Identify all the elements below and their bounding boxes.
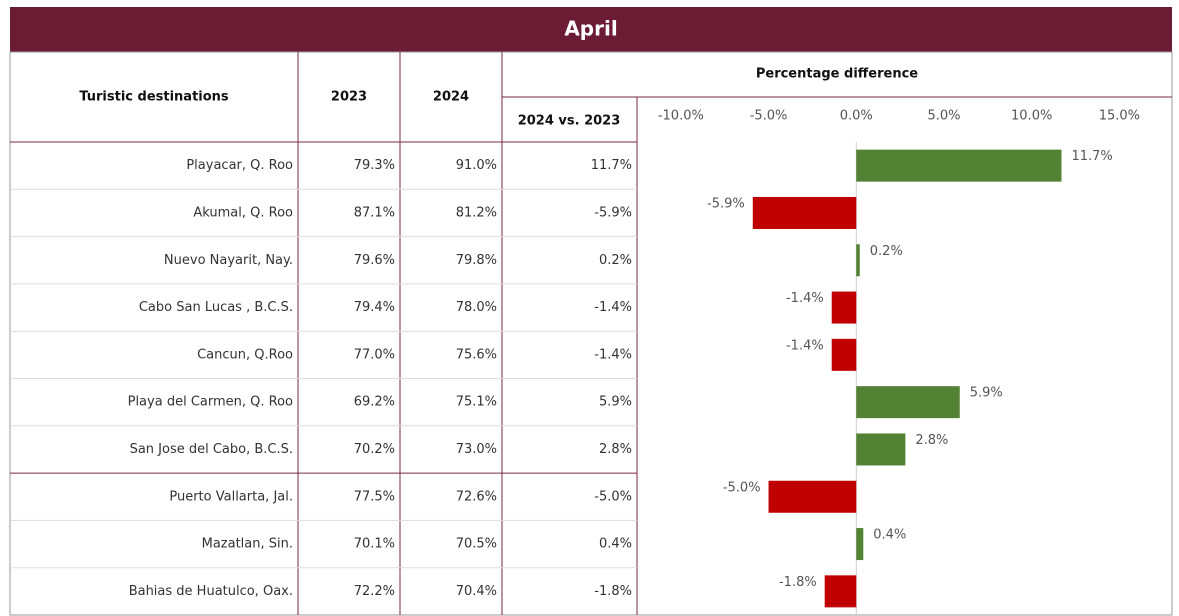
bar-label: 0.2% (870, 244, 903, 259)
bar-label: 11.7% (1071, 149, 1112, 164)
x-tick-label: -5.0% (750, 109, 788, 124)
diff-cell: 5.9% (599, 395, 632, 410)
value-2024: 75.1% (456, 395, 497, 410)
value-2024: 91.0% (456, 158, 497, 173)
diff-cell: -1.4% (594, 347, 632, 362)
diff-cell: -5.9% (594, 205, 632, 220)
bar-label: -1.4% (786, 291, 824, 306)
header: Percentage difference (756, 67, 918, 82)
bar-label: -5.9% (707, 196, 745, 211)
diff-cell: -1.4% (594, 300, 632, 315)
destination: Akumal, Q. Roo (193, 205, 293, 220)
bar-label: -5.0% (723, 480, 761, 495)
bar-label: 0.4% (873, 528, 906, 543)
x-tick-label: 0.0% (840, 109, 873, 124)
x-tick-label: 5.0% (927, 109, 960, 124)
value-2024: 70.5% (456, 537, 497, 552)
value-2024: 73.0% (456, 442, 497, 457)
value-2023: 72.2% (354, 584, 395, 599)
destination: Playa del Carmen, Q. Roo (128, 395, 293, 410)
value-2024: 70.4% (456, 584, 497, 599)
value-2024: 81.2% (456, 205, 497, 220)
header: 2023 (331, 90, 367, 105)
diff-cell: -5.0% (594, 489, 632, 504)
value-2023: 69.2% (354, 395, 395, 410)
value-2024: 72.6% (456, 489, 497, 504)
destination: Puerto Vallarta, Jal. (169, 489, 293, 504)
value-2023: 70.1% (354, 537, 395, 552)
destination: Mazatlan, Sin. (202, 537, 293, 552)
bar (856, 386, 960, 419)
destination: Nuevo Nayarit, Nay. (164, 253, 293, 268)
bar-label: -1.4% (786, 338, 824, 353)
destination: San Jose del Cabo, B.C.S. (130, 442, 293, 457)
bar (856, 149, 1062, 182)
destination: Bahias de Huatulco, Oax. (129, 584, 293, 599)
header: 2024 vs. 2023 (518, 114, 621, 129)
x-tick-label: 15.0% (1099, 109, 1140, 124)
destination: Cabo San Lucas , B.C.S. (139, 300, 293, 315)
title-bar (10, 7, 1172, 52)
value-2023: 79.3% (354, 158, 395, 173)
value-2023: 77.5% (354, 489, 395, 504)
bar (752, 196, 857, 229)
bar (831, 338, 857, 371)
value-2023: 70.2% (354, 442, 395, 457)
bar (768, 480, 857, 513)
diff-cell: 0.2% (599, 253, 632, 268)
bar-label: 2.8% (915, 433, 948, 448)
title: April (564, 17, 617, 41)
diff-cell: 2.8% (599, 442, 632, 457)
bar (856, 244, 860, 277)
bar (824, 575, 857, 608)
diff-cell: 0.4% (599, 537, 632, 552)
value-2023: 87.1% (354, 205, 395, 220)
value-2024: 79.8% (456, 253, 497, 268)
diff-cell: -1.8% (594, 584, 632, 599)
header: Turistic destinations (79, 90, 229, 105)
header: 2024 (433, 90, 469, 105)
x-tick-label: -10.0% (658, 109, 704, 124)
bar (856, 433, 906, 466)
value-2024: 75.6% (456, 347, 497, 362)
destination: Playacar, Q. Roo (186, 158, 293, 173)
value-2023: 79.6% (354, 253, 395, 268)
value-2023: 79.4% (354, 300, 395, 315)
bar-label: -1.8% (779, 575, 817, 590)
diff-cell: 11.7% (591, 158, 632, 173)
value-2023: 77.0% (354, 347, 395, 362)
bar-label: 5.9% (970, 386, 1003, 401)
destination: Cancun, Q.Roo (197, 347, 293, 362)
value-2024: 78.0% (456, 300, 497, 315)
bar (831, 291, 857, 324)
x-tick-label: 10.0% (1011, 109, 1052, 124)
bar (856, 528, 864, 561)
table-border (9, 51, 1173, 616)
